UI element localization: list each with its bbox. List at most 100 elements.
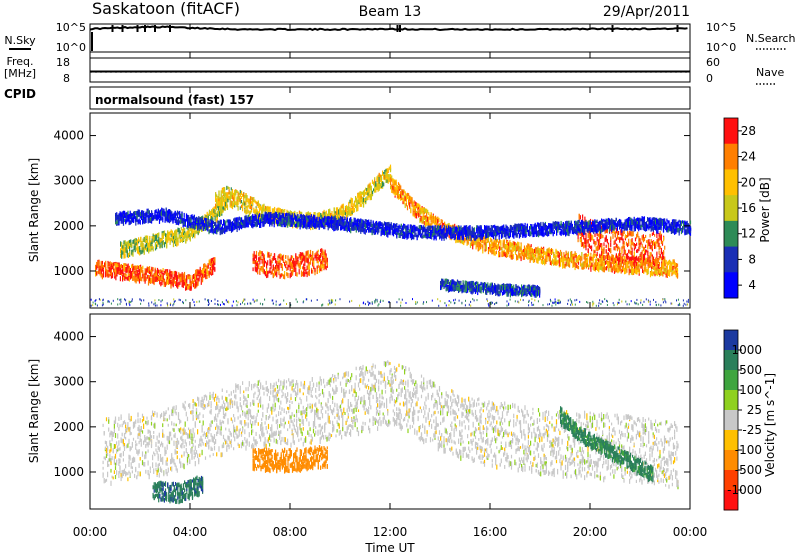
range-cell <box>616 247 619 251</box>
range-cell <box>294 210 296 214</box>
range-cell <box>384 175 386 180</box>
range-cell <box>540 246 542 251</box>
range-cell <box>395 181 397 187</box>
range-cell <box>442 222 445 226</box>
range-cell <box>510 252 512 257</box>
range-cell <box>210 258 213 264</box>
range-cell <box>543 249 545 254</box>
range-cell <box>179 230 181 234</box>
range-cell <box>177 282 179 287</box>
range-cell <box>147 239 149 245</box>
range-cell <box>195 269 197 275</box>
range-cell <box>306 265 308 271</box>
range-cell <box>245 198 247 203</box>
range-cell <box>153 275 155 281</box>
range-cell <box>246 198 248 203</box>
range-cell <box>181 277 183 282</box>
range-cell <box>101 269 103 272</box>
range-cell <box>258 258 260 262</box>
range-cell <box>163 242 166 248</box>
range-cell <box>573 262 575 267</box>
range-cell <box>540 259 542 264</box>
range-cell <box>579 215 581 220</box>
range-cell <box>612 254 614 259</box>
range-cell <box>167 269 169 274</box>
range-cell <box>258 215 261 220</box>
range-cell <box>207 265 209 269</box>
range-cell <box>152 215 154 219</box>
range-cell <box>621 268 623 273</box>
range-cell <box>207 215 209 221</box>
range-cell <box>145 240 148 243</box>
range-cell <box>656 239 658 244</box>
range-cell <box>566 257 568 262</box>
range-cell <box>624 267 626 272</box>
range-cell <box>212 217 214 221</box>
range-cell <box>115 221 117 225</box>
range-cell <box>125 263 127 267</box>
range-cell <box>223 196 225 201</box>
range-cell <box>316 212 318 218</box>
range-cell <box>147 210 149 214</box>
range-cell <box>165 270 168 275</box>
range-cell <box>427 216 429 222</box>
range-cell <box>201 272 204 276</box>
range-cell <box>122 276 124 282</box>
range-cell <box>206 265 208 269</box>
range-cell <box>237 197 239 201</box>
range-cell <box>633 251 635 257</box>
range-cell <box>160 216 162 221</box>
range-cell <box>111 262 114 266</box>
cpid-label: CPID <box>4 87 36 101</box>
range-cell <box>623 259 625 266</box>
range-cell <box>339 211 341 217</box>
range-cell <box>559 257 562 263</box>
range-cell <box>577 258 580 263</box>
range-cell <box>535 255 537 260</box>
range-cell <box>384 169 386 174</box>
range-cell <box>309 259 312 265</box>
range-cell <box>160 269 162 273</box>
range-cell <box>160 238 162 243</box>
range-cell <box>638 264 640 268</box>
range-cell <box>216 213 218 218</box>
range-cell <box>565 257 567 260</box>
range-cell <box>387 173 389 178</box>
range-cell <box>293 267 295 273</box>
range-cell <box>216 210 218 216</box>
range-cell <box>645 267 647 273</box>
range-cell <box>135 238 137 243</box>
range-cell <box>248 204 250 209</box>
range-cell <box>585 253 587 258</box>
range-cell <box>615 243 617 248</box>
range-cell <box>100 260 102 266</box>
range-cell <box>439 222 441 228</box>
range-cell <box>129 246 131 252</box>
range-cell <box>154 213 156 219</box>
range-cell <box>129 214 131 219</box>
range-cell <box>528 253 530 258</box>
range-cell <box>296 212 298 217</box>
range-cell <box>379 174 381 178</box>
range-cell <box>564 254 566 258</box>
range-cell <box>261 251 263 256</box>
range-cell <box>543 248 545 251</box>
range-cell <box>256 214 258 220</box>
range-cell <box>290 271 292 277</box>
range-cell <box>129 270 132 275</box>
range-cell <box>672 260 674 265</box>
range-cell <box>658 268 661 274</box>
range-cell <box>369 187 371 191</box>
range-cell <box>117 220 119 224</box>
range-cell <box>110 273 112 279</box>
range-cell <box>634 244 637 249</box>
range-cell <box>176 210 179 216</box>
range-cell <box>509 254 511 258</box>
range-cell <box>357 199 359 206</box>
range-cell <box>170 214 172 220</box>
noise-tick-bottom: 10^0 <box>56 41 86 54</box>
range-cell <box>167 275 169 280</box>
range-cell <box>624 236 626 241</box>
range-cell <box>134 211 136 217</box>
range-cell <box>521 252 523 257</box>
